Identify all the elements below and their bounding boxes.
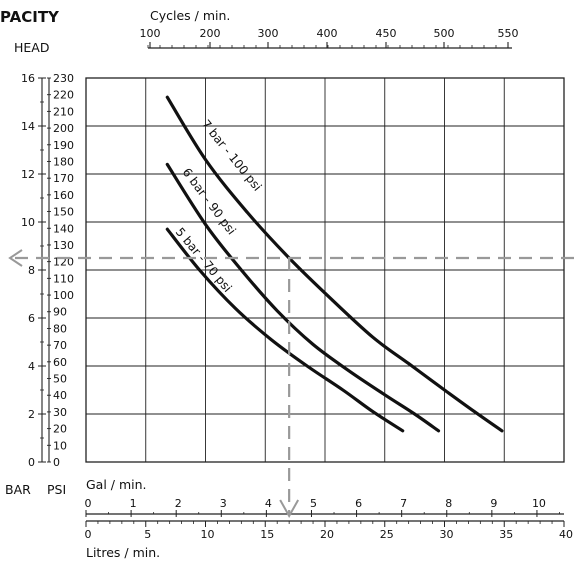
psi-tick-label: 0: [53, 456, 60, 469]
psi-tick-label: 80: [53, 322, 67, 335]
psi-axis-label: PSI: [47, 482, 66, 497]
gal-tick-label: 7: [400, 497, 407, 510]
cycles-tick-label: 100: [140, 27, 161, 40]
gal-tick-label: 1: [130, 497, 137, 510]
cycles-tick-label: 450: [376, 27, 397, 40]
bar-tick-label: 6: [28, 312, 35, 325]
bar-tick-label: 14: [21, 120, 35, 133]
bar-tick-label: 8: [28, 264, 35, 277]
psi-tick-label: 90: [53, 306, 67, 319]
psi-tick-label: 180: [53, 155, 74, 168]
psi-tick-label: 110: [53, 272, 74, 285]
litres-axis-label: Litres / min.: [86, 545, 160, 560]
litres-tick-label: 0: [85, 528, 92, 541]
bar-tick-label: 10: [21, 216, 35, 229]
psi-tick-label: 130: [53, 239, 74, 252]
psi-tick-label: 30: [53, 406, 67, 419]
gal-tick-label: 3: [220, 497, 227, 510]
litres-tick-label: 10: [201, 528, 215, 541]
litres-tick-label: 25: [380, 528, 394, 541]
psi-tick-label: 230: [53, 72, 74, 85]
bar-tick-label: 16: [21, 72, 35, 85]
gal-tick-label: 5: [310, 497, 317, 510]
psi-tick-label: 150: [53, 206, 74, 219]
cycles-tick-label: 550: [498, 27, 519, 40]
litres-tick-label: 20: [320, 528, 334, 541]
gal-tick-label: 9: [490, 497, 497, 510]
cycles-tick-label: 200: [200, 27, 221, 40]
cycles-tick-label: 400: [317, 27, 338, 40]
curve-1: [165, 95, 504, 433]
curve-label-3: 5 bar - 70 psi: [173, 225, 235, 295]
bar-tick-label: 0: [28, 456, 35, 469]
cycles-tick-label: 300: [258, 27, 279, 40]
psi-tick-label: 10: [53, 439, 67, 452]
psi-tick-label: 50: [53, 373, 67, 386]
litres-tick-label: 30: [440, 528, 454, 541]
gal-tick-label: 0: [85, 497, 92, 510]
gal-tick-label: 10: [532, 497, 546, 510]
litres-tick-label: 40: [559, 528, 573, 541]
litres-tick-label: 35: [499, 528, 513, 541]
curve-label-2: 6 bar - 90 psi: [180, 165, 239, 237]
psi-tick-label: 200: [53, 122, 74, 135]
psi-tick-label: 220: [53, 89, 74, 102]
psi-tick-label: 100: [53, 289, 74, 302]
gal-tick-label: 4: [265, 497, 272, 510]
psi-tick-label: 40: [53, 389, 67, 402]
psi-tick-label: 170: [53, 172, 74, 185]
psi-tick-label: 70: [53, 339, 67, 352]
guide-arrow-down: [279, 499, 300, 519]
guide-arrow-left: [8, 249, 23, 267]
psi-tick-label: 20: [53, 423, 67, 436]
bar-axis-label: BAR: [5, 482, 31, 497]
litres-tick-label: 15: [260, 528, 274, 541]
head-label: HEAD: [14, 40, 49, 55]
bar-tick-label: 4: [28, 360, 35, 373]
bar-tick-label: 2: [28, 408, 35, 421]
gal-tick-label: 8: [445, 497, 452, 510]
cycles-axis-label: Cycles / min.: [150, 8, 230, 23]
gal-tick-label: 6: [355, 497, 362, 510]
cycles-tick-label: 500: [434, 27, 455, 40]
psi-tick-label: 160: [53, 189, 74, 202]
psi-tick-label: 210: [53, 105, 74, 118]
psi-tick-label: 60: [53, 356, 67, 369]
gal-tick-label: 2: [175, 497, 182, 510]
curve-2: [165, 162, 441, 433]
psi-tick-label: 190: [53, 139, 74, 152]
gal-axis-label: Gal / min.: [86, 477, 147, 492]
bar-tick-label: 12: [21, 168, 35, 181]
chart-title: PACITY: [0, 8, 60, 26]
curve-label-1: 7 bar - 100 psi: [199, 117, 265, 194]
psi-tick-label: 140: [53, 222, 74, 235]
litres-tick-label: 5: [144, 528, 151, 541]
